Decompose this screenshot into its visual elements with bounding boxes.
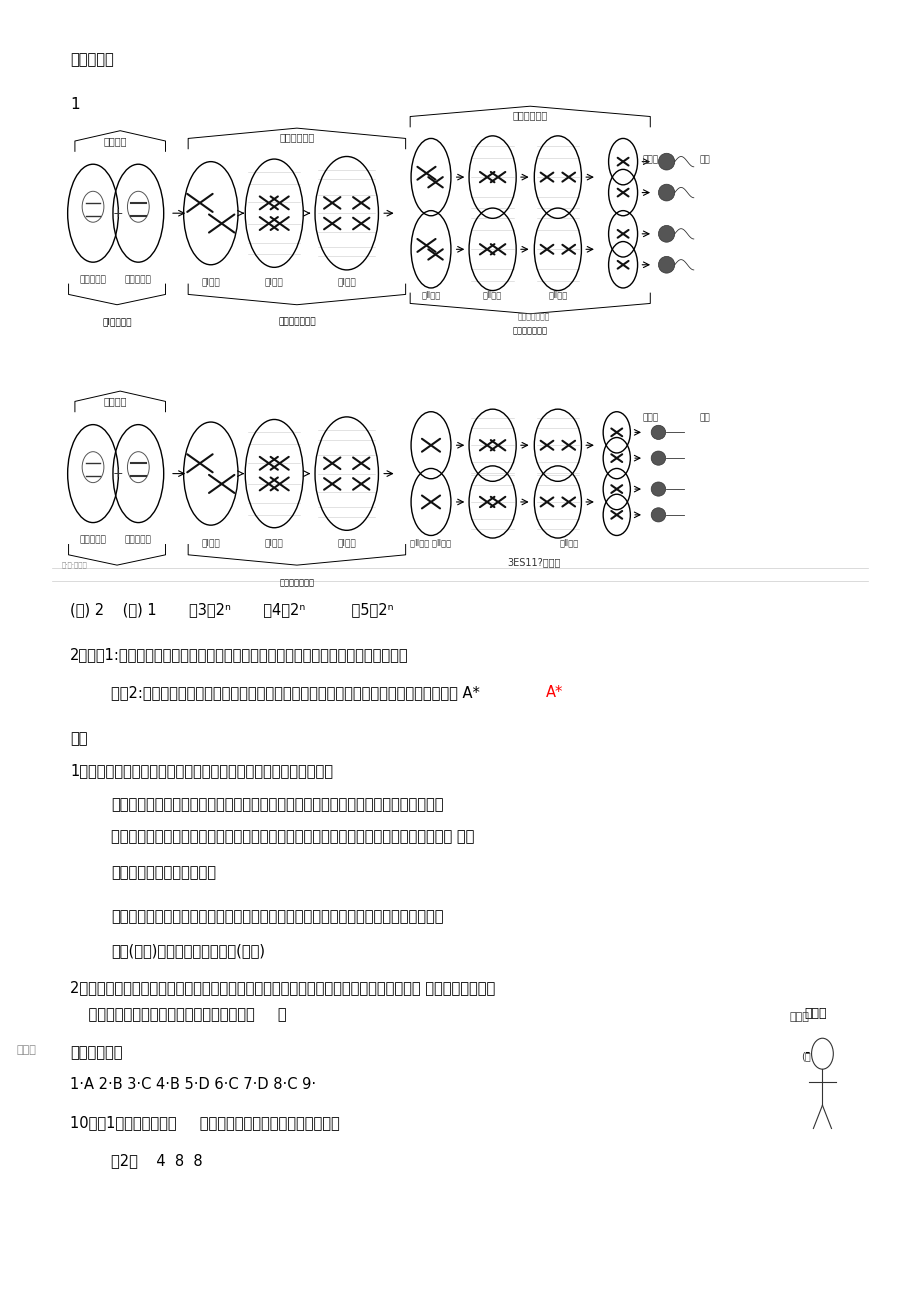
Text: 减数第一次分裂: 减数第一次分裂 (278, 318, 315, 327)
Text: 》巹固训练《: 》巹固训练《 (70, 1045, 123, 1059)
Text: 减数第一次分理: 减数第一次分理 (279, 579, 314, 588)
Text: 精子(父方)，另一半来自卯细胞(母方): 精子(父方)，另一半来自卯细胞(母方) (111, 943, 265, 958)
Text: 次级精母细胞: 次级精母细胞 (512, 111, 547, 120)
Text: 减Ⅰ中期: 减Ⅰ中期 (265, 538, 283, 547)
Text: 10、（1）初级精母细胞     减数第一次分裂四分体时期（前）期: 10、（1）初级精母细胞 减数第一次分裂四分体时期（前）期 (70, 1115, 340, 1131)
Text: 帐》作: 帐》作 (16, 1045, 36, 1054)
Text: 3ES11?二冰井: 3ES11?二冰井 (507, 558, 561, 567)
Text: 减Ⅰ前的间期: 减Ⅰ前的间期 (102, 318, 131, 327)
Text: 1·A 2·B 3·C 4·B 5·D 6·C 7·D 8·C 9·: 1·A 2·B 3·C 4·B 5·D 6·C 7·D 8·C 9· (70, 1076, 316, 1092)
Text: （复制后）: （复制后） (125, 275, 152, 284)
Ellipse shape (658, 154, 674, 169)
Text: 受精作用的结果：受精卯的染色体数目又恢复到体细胞中的数目，其中一半染色体来自: 受精作用的结果：受精卯的染色体数目又恢复到体细胞中的数目，其中一半染色体来自 (111, 909, 443, 924)
Text: 减Ⅱ中期: 减Ⅱ中期 (482, 291, 502, 300)
Text: A*: A* (546, 685, 562, 700)
Text: 减Ⅱ前期 减Ⅱ中期: 减Ⅱ前期 减Ⅱ中期 (410, 538, 451, 547)
Text: 2、原因1:减数第一次分裂后期，同源染色体分离的同时，非同源染色体的自由组合。: 2、原因1:减数第一次分裂后期，同源染色体分离的同时，非同源染色体的自由组合。 (70, 648, 409, 663)
Text: 全·克·精细胞: 全·克·精细胞 (62, 562, 87, 568)
Text: 受精卯: 受精卯 (803, 1007, 826, 1020)
Text: 》学习过程: 》学习过程 (70, 52, 114, 66)
Ellipse shape (658, 184, 674, 201)
Text: 减Ⅱ后期: 减Ⅱ后期 (559, 538, 578, 547)
Text: （复制前）: （复制前） (80, 275, 107, 284)
Text: 减Ⅰ后期: 减Ⅰ后期 (337, 538, 356, 547)
Ellipse shape (658, 225, 674, 242)
Text: 初级精母细胞: 初级精母细胞 (279, 133, 314, 142)
Ellipse shape (658, 257, 674, 274)
Ellipse shape (651, 508, 665, 523)
Text: 受精卵: 受精卵 (789, 1012, 809, 1023)
Text: 精细胞: 精细胞 (641, 155, 658, 164)
Text: 减Ⅱ前期: 减Ⅱ前期 (421, 291, 440, 300)
Text: 精原细胞: 精原细胞 (104, 137, 128, 146)
Text: （2）    4  8  8: （2） 4 8 8 (111, 1153, 202, 1167)
Text: 精细胞: 精细胞 (641, 413, 658, 422)
Text: 使彼此的染色体合在一起。: 使彼此的染色体合在一起。 (111, 865, 216, 881)
Text: 减Ⅱ后期: 减Ⅱ后期 (548, 291, 567, 300)
Ellipse shape (651, 482, 665, 496)
Text: 精子: 精子 (698, 155, 709, 164)
Text: 受精作用的过程：精子的头部进入卯细胞，尾部留在外面，卯细胞的细胞膜会发生复杂: 受精作用的过程：精子的头部进入卯细胞，尾部留在外面，卯细胞的细胞膜会发生复杂 (111, 797, 443, 812)
Ellipse shape (651, 425, 665, 439)
Text: 1: 1 (70, 98, 80, 112)
Text: 减数第二次分裂: 减数第二次分裂 (512, 327, 547, 336)
Text: 的生理反应，以阴止其他精子再进入。不久，精子的细胞核就与卯细胞的细胞核相融合， 小注: 的生理反应，以阴止其他精子再进入。不久，精子的细胞核就与卯细胞的细胞核相融合， … (111, 830, 474, 844)
Text: -: - (803, 1045, 809, 1059)
Text: （复制前）: （复制前） (80, 536, 107, 545)
Text: 核数第二次并现: 核数第二次并现 (517, 313, 550, 322)
Text: +: + (112, 466, 122, 480)
Text: 减Ⅰ前期: 减Ⅰ前期 (201, 538, 220, 547)
Text: (１) 2    (２) 1       （3）2ⁿ       （4）2ⁿ          （5）2ⁿ: (１) 2 (２) 1 （3）2ⁿ （4）2ⁿ （5）2ⁿ (70, 602, 393, 618)
Text: (受: (受 (800, 1052, 811, 1061)
Text: （复制后）: （复制后） (125, 536, 152, 545)
Text: 减Ⅰ后期: 减Ⅰ后期 (337, 278, 356, 287)
Text: 减Ⅰ中期: 减Ⅰ中期 (265, 278, 283, 287)
Ellipse shape (651, 451, 665, 465)
Text: +: + (112, 207, 122, 220)
Text: 2、减数分裂和受精作用的意义：减数分裂和受精作用对于维持每种生物前后代体细胞中染 色体数目的恒定，: 2、减数分裂和受精作用的意义：减数分裂和受精作用对于维持每种生物前后代体细胞中染… (70, 980, 495, 995)
Text: 对于生物的遗传和变异，都是十分重要的。     减: 对于生物的遗传和变异，都是十分重要的。 减 (70, 1007, 287, 1023)
Text: 减Ⅰ前期: 减Ⅰ前期 (201, 278, 220, 287)
Text: 精子: 精子 (698, 413, 709, 422)
Text: 1、受精作用是指卯细胞和精子相互识别、融合成为受精卯的过程。: 1、受精作用是指卯细胞和精子相互识别、融合成为受精卯的过程。 (70, 764, 333, 779)
Text: 精原细胞: 精原细胞 (104, 396, 128, 407)
Text: 二、: 二、 (70, 731, 88, 747)
Text: 原因2:减数第一次分裂的四分体时期（即前期），四分体中的非姐妹染色单体交叉互换。 A*: 原因2:减数第一次分裂的四分体时期（即前期），四分体中的非姐妹染色单体交叉互换。… (111, 685, 480, 700)
